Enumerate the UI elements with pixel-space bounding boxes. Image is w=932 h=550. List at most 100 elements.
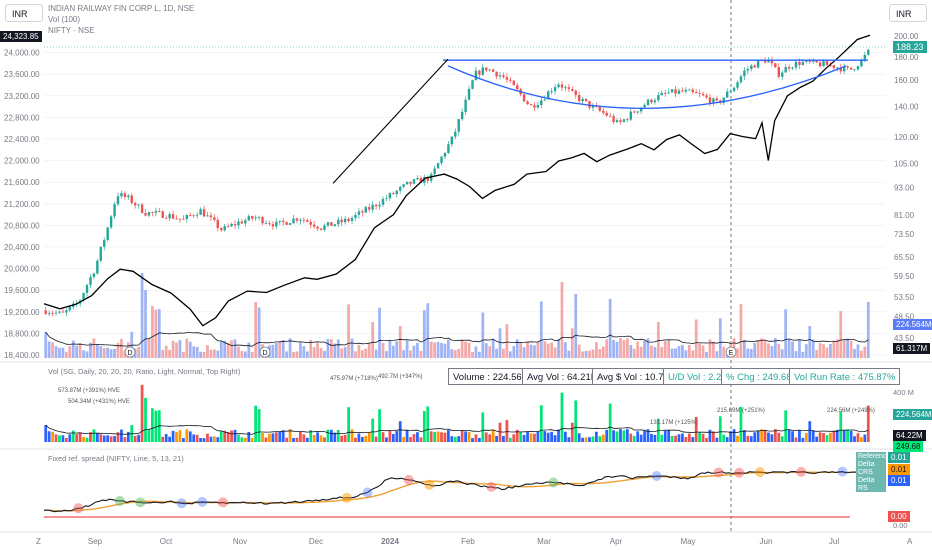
volume-bar — [409, 350, 412, 358]
volume-bar — [240, 350, 244, 358]
subvolume-bar — [185, 429, 189, 442]
time-axis-label: Apr — [610, 537, 623, 546]
volume-bar — [811, 339, 815, 358]
candle-body — [571, 88, 574, 91]
candle-body — [516, 85, 519, 90]
subvolume-bar — [398, 421, 402, 442]
volume-bar — [835, 339, 839, 358]
subvolume-bar — [316, 432, 319, 442]
candle-body — [818, 62, 822, 67]
subvolume-bar — [58, 435, 61, 442]
currency-button-right[interactable]: INR — [889, 4, 927, 22]
volume-bar — [743, 339, 746, 358]
subvolume-bar — [243, 437, 247, 442]
subvolume-bar — [467, 431, 471, 442]
subvolume-bar — [264, 437, 268, 442]
candle-body — [567, 87, 571, 89]
rs-signal-dot — [651, 471, 662, 482]
subvolume-bar — [261, 433, 264, 442]
volume-bar — [715, 351, 719, 358]
volume-annotation: 492.7M (+347%) — [378, 374, 423, 380]
volume-bar — [625, 338, 629, 358]
subvol-pct-tag: 249.68 — [893, 441, 924, 452]
right-axis-tick: 180.00 — [894, 53, 919, 62]
volume-bar — [860, 350, 863, 358]
candle-body — [481, 67, 485, 75]
candle-body — [374, 204, 378, 207]
subvolume-bar — [533, 433, 536, 442]
candle-body — [763, 60, 767, 63]
volume-bar — [536, 341, 540, 358]
candle-body — [667, 92, 670, 94]
candle-body — [791, 67, 794, 69]
volume-bar — [219, 341, 223, 358]
candle-body — [464, 99, 467, 112]
compare-symbol-label[interactable]: NIFTY · NSE — [48, 26, 95, 35]
candle-body — [812, 59, 815, 62]
candle-body — [343, 218, 347, 223]
candle-body — [154, 211, 158, 213]
candle-body — [653, 100, 657, 103]
candle-body — [306, 220, 309, 222]
subvolume-bar — [312, 434, 316, 442]
time-axis-label: Dec — [309, 537, 323, 546]
volume-bar — [560, 282, 564, 358]
trend-line — [332, 58, 449, 184]
candle-body — [58, 311, 61, 313]
candle-body — [371, 204, 374, 210]
candle-body — [743, 70, 746, 77]
candle-body — [447, 144, 450, 153]
time-axis-label: Jul — [829, 537, 839, 546]
candle-body — [467, 88, 471, 100]
volume-bar — [629, 345, 633, 358]
subvolume-bar — [120, 429, 123, 442]
volume-bar — [292, 351, 295, 358]
volume-panel-legend[interactable]: Vol (SG, Daily, 20, 20, 20, Ratio, Light… — [48, 367, 241, 376]
candle-body — [392, 193, 395, 195]
volume-bar — [674, 348, 677, 358]
rs-tag-1: 0.01 — [888, 452, 910, 463]
candle-body — [312, 224, 316, 227]
subvolume-bar — [522, 435, 526, 442]
subvolume-bar — [226, 432, 230, 442]
symbol-title[interactable]: INDIAN RAILWAY FIN CORP L, 1D, NSE — [48, 4, 195, 13]
subvolume-bar — [460, 430, 464, 442]
candle-body — [498, 75, 502, 77]
candle-body — [133, 203, 137, 206]
subvolume-bar — [254, 405, 258, 442]
subvolume-axis-tick: 400 M — [893, 388, 914, 397]
subvolume-bar — [367, 432, 371, 442]
candle-body — [192, 215, 195, 217]
volume-bar — [471, 351, 474, 358]
subvolume-bar — [584, 437, 588, 442]
candle-body — [51, 313, 54, 315]
time-axis-label: 2024 — [381, 537, 399, 546]
volume-indicator-label[interactable]: Vol (100) — [48, 15, 81, 24]
candle-body — [491, 69, 495, 72]
volume-bar — [746, 348, 750, 358]
subvolume-bar — [426, 406, 430, 442]
right-axis-tick: 105.00 — [894, 160, 919, 169]
volume-bar — [61, 347, 65, 358]
subvolume-bar — [364, 435, 368, 442]
candle-body — [564, 87, 567, 89]
candle-body — [639, 107, 643, 112]
candle-body — [553, 87, 557, 92]
candle-body — [839, 67, 842, 72]
currency-button-left[interactable]: INR — [5, 4, 43, 22]
candle-body — [684, 89, 688, 92]
subvolume-bar — [412, 434, 416, 442]
candle-body — [316, 226, 319, 229]
subvolume-bar — [605, 429, 609, 442]
rs-panel-legend[interactable]: Fixed ref. spread (NIFTY, Line, 5, 13, 2… — [48, 454, 184, 463]
subvolume-bar — [777, 432, 781, 442]
candle-body — [116, 196, 120, 205]
subvolume-bar — [722, 434, 726, 442]
volume-bar — [698, 343, 702, 358]
subvolume-bar — [825, 435, 829, 442]
candle-body — [794, 61, 798, 68]
candle-body — [426, 176, 429, 181]
subvolume-bar — [553, 435, 557, 442]
subvolume-bar — [687, 433, 691, 442]
